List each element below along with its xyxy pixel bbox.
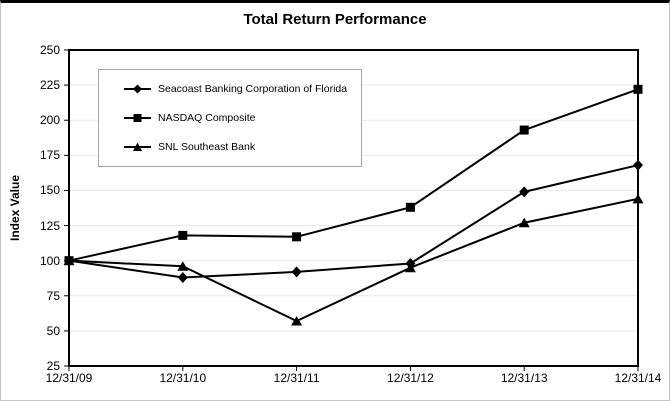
y-tick-label: 25 — [46, 359, 60, 373]
legend-item: SNL Southeast Bank — [99, 140, 361, 154]
series-line-triangle — [68, 197, 639, 323]
y-tick-label: 225 — [39, 78, 60, 93]
legend-item: NASDAQ Composite — [99, 111, 361, 125]
y-tick-label: 100 — [39, 253, 60, 268]
x-tick-label: 12/31/09 — [45, 371, 93, 385]
x-tick-label: 12/31/10 — [159, 371, 207, 385]
square-legend-marker-icon — [124, 113, 151, 122]
y-tick-label: 150 — [39, 183, 60, 198]
diamond-marker-icon — [519, 186, 530, 198]
y-tick-label: 250 — [39, 43, 60, 57]
square-marker-icon — [633, 84, 643, 94]
x-tick-label: 12/31/14 — [614, 371, 662, 385]
square-marker-icon — [405, 202, 415, 212]
diamond-marker-icon — [291, 266, 302, 278]
square-marker-icon — [178, 230, 188, 240]
y-tick-label: 175 — [39, 148, 60, 163]
legend-item: Seacoast Banking Corporation of Florida — [99, 82, 361, 96]
plot-border — [68, 49, 639, 367]
y-tick-label: 75 — [46, 288, 60, 303]
chart-title: Total Return Performance — [243, 11, 427, 28]
legend: Seacoast Banking Corporation of Florida N… — [98, 69, 362, 167]
x-tick-label: 12/31/13 — [500, 371, 548, 385]
series-line-diamond — [68, 164, 639, 279]
legend-label: Seacoast Banking Corporation of Florida — [158, 82, 348, 95]
x-tick-label: 12/31/12 — [387, 371, 434, 385]
triangle-marker-icon — [632, 193, 644, 204]
series-line-square — [68, 88, 639, 262]
diamond-marker-icon — [405, 257, 416, 269]
triangle-marker-icon — [518, 217, 530, 228]
y-tick-label: 50 — [46, 323, 60, 338]
legend-label: SNL Southeast Bank — [158, 141, 256, 154]
legend-label: NASDAQ Composite — [158, 111, 256, 124]
plot-area — [63, 49, 644, 371]
triangle-marker-icon — [291, 316, 303, 326]
square-marker-icon — [64, 256, 74, 266]
triangle-legend-marker-icon — [124, 142, 151, 152]
x-tick-label: 12/31/11 — [273, 371, 320, 385]
square-marker-icon — [519, 125, 529, 135]
y-tick-label: 125 — [39, 218, 60, 233]
square-marker-icon — [292, 232, 302, 242]
diamond-marker-icon — [177, 272, 188, 284]
y-tick-label: 200 — [39, 113, 60, 128]
diamond-legend-marker-icon — [124, 84, 151, 94]
diamond-marker-icon — [633, 159, 643, 171]
triangle-marker-icon — [177, 261, 189, 271]
